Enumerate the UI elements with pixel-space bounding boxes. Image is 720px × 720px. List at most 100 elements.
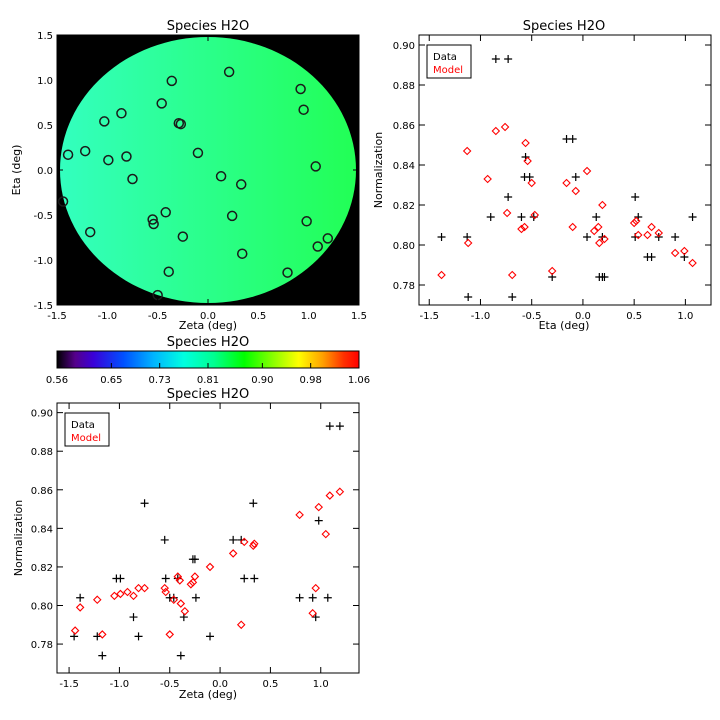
zeta-data-point [295, 593, 304, 602]
map-ytick-label: -0.5 [33, 211, 53, 222]
eta-model-point [507, 270, 517, 280]
zeta-model-point [311, 583, 320, 593]
eta-xtick-label: 0.0 [575, 311, 591, 322]
eta-model-point [517, 224, 526, 234]
colorbar-tick-label: 0.90 [251, 375, 273, 386]
zeta-panel: Species H2O -1.5 -1.0 -0.5 0.0 0.5 1.0 0.78 0.8… [12, 387, 360, 701]
eta-data-point [688, 213, 697, 221]
eta-axes: -1.5 -1.0 -0.5 0.0 0.5 1.0 0.78 0.80 0.82 0.84 0.8… [393, 35, 711, 322]
eta-model-point [571, 186, 581, 196]
zeta-data-point [98, 651, 107, 660]
eta-legend-model: Model [433, 65, 463, 76]
zeta-data-point [249, 499, 258, 508]
map-point [215, 171, 227, 182]
zeta-data-point [190, 555, 199, 564]
map-point [223, 66, 235, 78]
colorbar-tick-label: 0.56 [46, 375, 68, 386]
eta-ylabel: Normalization [372, 132, 385, 208]
map-ytick-label: 1.5 [37, 31, 53, 42]
zeta-legend: Data Model [64, 412, 110, 447]
colorbar-ticks: 0.56 0.65 0.73 0.81 0.90 0.98 1.06 [46, 363, 370, 386]
map-xtick-label: 0.0 [200, 311, 216, 322]
zeta-data-point [308, 593, 317, 602]
zeta-model-point [180, 607, 190, 616]
zeta-model-point [165, 630, 175, 639]
map-ticks: -1.5 -1.0 -0.5 0.0 0.5 1.0 1.5 -1.5 -1.0 -0.5 0.0 0… [33, 31, 366, 322]
zeta-data-point [116, 574, 125, 583]
zeta-ytick-label: 0.84 [31, 524, 53, 535]
map-point [301, 216, 312, 227]
eta-model-point [483, 174, 492, 184]
zeta-ytick-label: 0.88 [31, 447, 53, 458]
zeta-axes: -1.5 -1.0 -0.5 0.0 0.5 1.0 0.78 0.80 0.82 0.84 0.8… [31, 403, 359, 690]
eta-ytick-label: 0.78 [393, 281, 415, 292]
map-point [156, 98, 167, 109]
eta-model-point [594, 222, 603, 232]
zeta-data-point [250, 574, 259, 583]
zeta-model-point [123, 587, 132, 597]
eta-model-point [670, 248, 680, 258]
zeta-model-point [140, 583, 149, 593]
map-point [99, 116, 110, 127]
eta-data-point [568, 135, 577, 143]
map-point [62, 149, 74, 160]
eta-data-point [517, 213, 526, 221]
zeta-model-point [98, 630, 107, 639]
map-point [79, 145, 91, 157]
eta-model-point [523, 156, 532, 166]
map-point [175, 118, 187, 130]
eta-data-point [525, 173, 534, 181]
zeta-model-point [116, 589, 125, 599]
map-xtick-label: 1.0 [301, 311, 317, 322]
eta-model-point [568, 222, 577, 232]
eta-xlabel: Eta (deg) [539, 319, 590, 332]
zeta-model-point [190, 572, 200, 581]
eta-model-point [491, 126, 501, 136]
map-ytick-label: -1.5 [33, 301, 53, 312]
zeta-data-point [129, 613, 138, 622]
eta-model-point [654, 228, 664, 238]
eta-data-point [592, 213, 601, 221]
map-ytick-label: 0.0 [37, 166, 53, 177]
eta-xtick-label: -1.5 [419, 311, 439, 322]
zeta-data-point [169, 593, 178, 602]
zeta-ytick-label: 0.82 [31, 563, 53, 574]
zeta-data-point [323, 593, 332, 602]
eta-model-point [643, 230, 652, 240]
eta-ytick-label: 0.80 [393, 241, 415, 252]
eta-model-point [631, 216, 641, 226]
eta-model-point [629, 218, 639, 228]
zeta-model-point [129, 591, 138, 601]
eta-ytick-label: 0.82 [393, 201, 415, 212]
colorbar-tick-label: 0.98 [300, 375, 322, 386]
map-point [84, 226, 96, 238]
map-point [236, 248, 248, 259]
zeta-model-point [70, 626, 80, 635]
eta-plot-frame [418, 34, 712, 306]
map-point [226, 210, 238, 222]
map-point [147, 214, 158, 225]
zeta-model-point [176, 599, 186, 608]
zeta-data-point [176, 651, 185, 660]
map-xtick-label: 1.5 [351, 311, 367, 322]
zeta-plot-frame [56, 402, 360, 674]
map-point [192, 147, 204, 159]
eta-model-point [437, 270, 446, 280]
zeta-model-point [186, 580, 196, 589]
eta-data-point [463, 233, 472, 241]
map-field [60, 37, 356, 303]
zeta-model-point [173, 572, 183, 581]
zeta-model-point [161, 587, 170, 597]
map-xlabel: Zeta (deg) [179, 319, 237, 332]
zeta-legend-data: Data [71, 420, 95, 431]
map-point [103, 154, 114, 166]
map-xtick-label: 0.5 [250, 311, 266, 322]
zeta-model-point [188, 578, 198, 587]
map-point [298, 104, 309, 115]
eta-data-point [583, 233, 592, 241]
zeta-ylabel: Normalization [12, 500, 25, 576]
colorbar-tick-label: 0.81 [197, 375, 219, 386]
colorbar-tick-label: 1.06 [348, 375, 370, 386]
zeta-ytick-label: 0.78 [31, 640, 53, 651]
